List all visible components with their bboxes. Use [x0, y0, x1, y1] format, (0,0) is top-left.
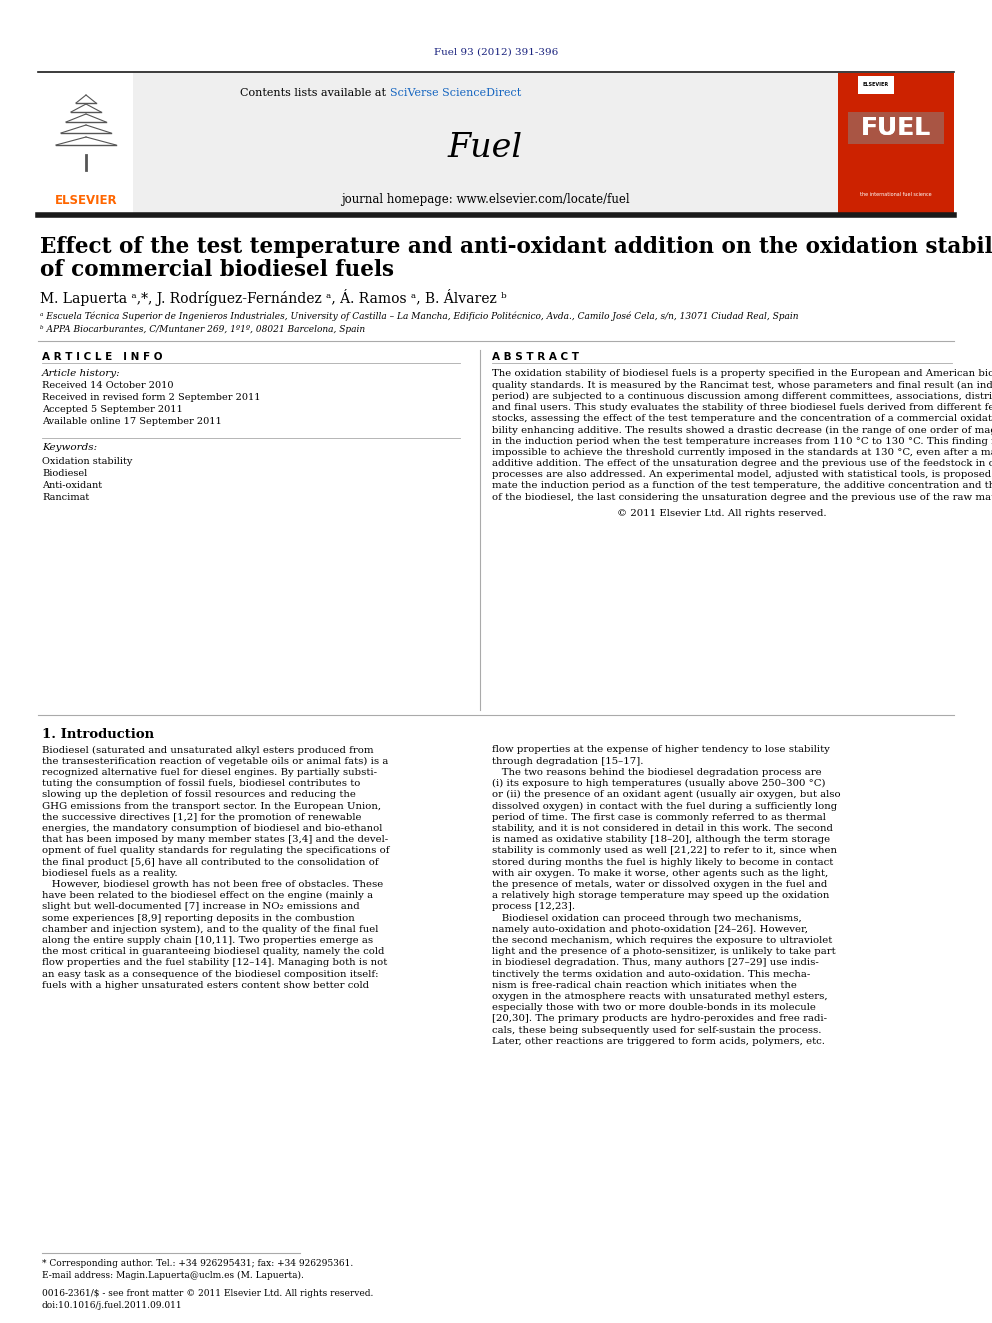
Text: additive addition. The effect of the unsaturation degree and the previous use of: additive addition. The effect of the uns… — [492, 459, 992, 468]
Text: FUEL: FUEL — [861, 116, 931, 140]
Text: the successive directives [1,2] for the promotion of renewable: the successive directives [1,2] for the … — [42, 812, 361, 822]
Text: Available online 17 September 2011: Available online 17 September 2011 — [42, 418, 222, 426]
Text: the second mechanism, which requires the exposure to ultraviolet: the second mechanism, which requires the… — [492, 935, 832, 945]
Text: Contents lists available at: Contents lists available at — [240, 89, 390, 98]
Text: A B S T R A C T: A B S T R A C T — [492, 352, 579, 363]
Text: Accepted 5 September 2011: Accepted 5 September 2011 — [42, 406, 183, 414]
Text: ᵃ Escuela Técnica Superior de Ingenieros Industriales, University of Castilla – : ᵃ Escuela Técnica Superior de Ingenieros… — [40, 311, 799, 320]
Text: Article history:: Article history: — [42, 369, 121, 378]
Text: have been related to the biodiesel effect on the engine (mainly a: have been related to the biodiesel effec… — [42, 890, 373, 900]
Text: A R T I C L E   I N F O: A R T I C L E I N F O — [42, 352, 163, 363]
Text: Received in revised form 2 September 2011: Received in revised form 2 September 201… — [42, 393, 261, 402]
Text: chamber and injection system), and to the quality of the final fuel: chamber and injection system), and to th… — [42, 925, 378, 934]
Text: and final users. This study evaluates the stability of three biodiesel fuels der: and final users. This study evaluates th… — [492, 404, 992, 411]
Text: especially those with two or more double-bonds in its molecule: especially those with two or more double… — [492, 1003, 815, 1012]
Text: Anti-oxidant: Anti-oxidant — [42, 480, 102, 490]
Text: is named as oxidative stability [18–20], although the term storage: is named as oxidative stability [18–20],… — [492, 835, 830, 844]
Text: ELSEVIER: ELSEVIER — [863, 82, 889, 87]
Text: Biodiesel oxidation can proceed through two mechanisms,: Biodiesel oxidation can proceed through … — [492, 913, 802, 922]
Text: [20,30]. The primary products are hydro-peroxides and free radi-: [20,30]. The primary products are hydro-… — [492, 1015, 827, 1023]
Text: doi:10.1016/j.fuel.2011.09.011: doi:10.1016/j.fuel.2011.09.011 — [42, 1302, 183, 1311]
Text: ELSEVIER: ELSEVIER — [55, 193, 117, 206]
Text: in the induction period when the test temperature increases from 110 °C to 130 °: in the induction period when the test te… — [492, 437, 992, 446]
Text: of commercial biodiesel fuels: of commercial biodiesel fuels — [40, 259, 394, 280]
Text: SciVerse ScienceDirect: SciVerse ScienceDirect — [390, 89, 521, 98]
Text: Fuel 93 (2012) 391-396: Fuel 93 (2012) 391-396 — [434, 48, 558, 57]
Text: However, biodiesel growth has not been free of obstacles. These: However, biodiesel growth has not been f… — [42, 880, 383, 889]
Text: Biodiesel: Biodiesel — [42, 468, 87, 478]
Text: impossible to achieve the threshold currently imposed in the standards at 130 °C: impossible to achieve the threshold curr… — [492, 448, 992, 456]
Text: fuels with a higher unsaturated esters content show better cold: fuels with a higher unsaturated esters c… — [42, 980, 369, 990]
Text: cals, these being subsequently used for self-sustain the process.: cals, these being subsequently used for … — [492, 1025, 821, 1035]
Text: stability, and it is not considered in detail in this work. The second: stability, and it is not considered in d… — [492, 824, 833, 833]
Text: nism is free-radical chain reaction which initiates when the: nism is free-radical chain reaction whic… — [492, 980, 797, 990]
Text: slowing up the depletion of fossil resources and reducing the: slowing up the depletion of fossil resou… — [42, 790, 356, 799]
Text: in biodiesel degradation. Thus, many authors [27–29] use indis-: in biodiesel degradation. Thus, many aut… — [492, 958, 818, 967]
Text: stocks, assessing the effect of the test temperature and the concentration of a : stocks, assessing the effect of the test… — [492, 414, 992, 423]
Text: the international fuel science: the international fuel science — [860, 193, 931, 197]
Text: or (ii) the presence of an oxidant agent (usually air oxygen, but also: or (ii) the presence of an oxidant agent… — [492, 790, 840, 799]
Text: stability is commonly used as well [21,22] to refer to it, since when: stability is commonly used as well [21,2… — [492, 847, 837, 855]
Text: The oxidation stability of biodiesel fuels is a property specified in the Europe: The oxidation stability of biodiesel fue… — [492, 369, 992, 378]
Text: Oxidation stability: Oxidation stability — [42, 456, 132, 466]
Text: that has been imposed by many member states [3,4] and the devel-: that has been imposed by many member sta… — [42, 835, 388, 844]
Text: GHG emissions from the transport sector. In the European Union,: GHG emissions from the transport sector.… — [42, 802, 381, 811]
Text: opment of fuel quality standards for regulating the specifications of: opment of fuel quality standards for reg… — [42, 847, 390, 855]
Text: * Corresponding author. Tel.: +34 926295431; fax: +34 926295361.: * Corresponding author. Tel.: +34 926295… — [42, 1258, 353, 1267]
Text: namely auto-oxidation and photo-oxidation [24–26]. However,: namely auto-oxidation and photo-oxidatio… — [492, 925, 808, 934]
Text: period of time. The first case is commonly referred to as thermal: period of time. The first case is common… — [492, 812, 826, 822]
Text: Fuel: Fuel — [447, 132, 523, 164]
Text: tuting the consumption of fossil fuels, biodiesel contributes to: tuting the consumption of fossil fuels, … — [42, 779, 360, 789]
Text: dissolved oxygen) in contact with the fuel during a sufficiently long: dissolved oxygen) in contact with the fu… — [492, 802, 837, 811]
Text: the presence of metals, water or dissolved oxygen in the fuel and: the presence of metals, water or dissolv… — [492, 880, 827, 889]
Text: of the biodiesel, the last considering the unsaturation degree and the previous : of the biodiesel, the last considering t… — [492, 492, 992, 501]
Text: tinctively the terms oxidation and auto-oxidation. This mecha-: tinctively the terms oxidation and auto-… — [492, 970, 810, 979]
Bar — [38, 73, 133, 188]
Text: along the entire supply chain [10,11]. Two properties emerge as: along the entire supply chain [10,11]. T… — [42, 935, 373, 945]
Text: Received 14 October 2010: Received 14 October 2010 — [42, 381, 174, 390]
Text: Rancimat: Rancimat — [42, 492, 89, 501]
Text: © 2011 Elsevier Ltd. All rights reserved.: © 2011 Elsevier Ltd. All rights reserved… — [617, 509, 826, 517]
Text: FUEL: FUEL — [861, 116, 931, 140]
Text: stored during months the fuel is highly likely to become in contact: stored during months the fuel is highly … — [492, 857, 833, 867]
Text: E-mail address: Magin.Lapuerta@uclm.es (M. Lapuerta).: E-mail address: Magin.Lapuerta@uclm.es (… — [42, 1270, 304, 1279]
Text: slight but well-documented [7] increase in NO₂ emissions and: slight but well-documented [7] increase … — [42, 902, 360, 912]
Text: a relatively high storage temperature may speed up the oxidation: a relatively high storage temperature ma… — [492, 892, 829, 900]
Bar — [858, 75, 894, 94]
Text: (i) its exposure to high temperatures (usually above 250–300 °C): (i) its exposure to high temperatures (u… — [492, 779, 825, 789]
Text: mate the induction period as a function of the test temperature, the additive co: mate the induction period as a function … — [492, 482, 992, 491]
Bar — [133, 73, 838, 213]
Text: biodiesel fuels as a reality.: biodiesel fuels as a reality. — [42, 869, 178, 877]
Text: 0016-2361/$ - see front matter © 2011 Elsevier Ltd. All rights reserved.: 0016-2361/$ - see front matter © 2011 El… — [42, 1290, 373, 1298]
Text: Effect of the test temperature and anti-oxidant addition on the oxidation stabil: Effect of the test temperature and anti-… — [40, 235, 992, 258]
Text: flow properties at the expense of higher tendency to lose stability: flow properties at the expense of higher… — [492, 745, 830, 754]
Text: recognized alternative fuel for diesel engines. By partially substi-: recognized alternative fuel for diesel e… — [42, 767, 377, 777]
Text: the final product [5,6] have all contributed to the consolidation of: the final product [5,6] have all contrib… — [42, 857, 379, 867]
Text: some experiences [8,9] reporting deposits in the combustion: some experiences [8,9] reporting deposit… — [42, 913, 355, 922]
Bar — [838, 73, 954, 213]
Text: ᵇ APPA Biocarburantes, C/Muntaner 269, 1º1º, 08021 Barcelona, Spain: ᵇ APPA Biocarburantes, C/Muntaner 269, 1… — [40, 324, 365, 333]
Text: period) are subjected to a continuous discussion among different committees, ass: period) are subjected to a continuous di… — [492, 392, 992, 401]
Text: energies, the mandatory consumption of biodiesel and bio-ethanol: energies, the mandatory consumption of b… — [42, 824, 382, 833]
Text: The two reasons behind the biodiesel degradation process are: The two reasons behind the biodiesel deg… — [492, 767, 821, 777]
Text: with air oxygen. To make it worse, other agents such as the light,: with air oxygen. To make it worse, other… — [492, 869, 828, 877]
Text: quality standards. It is measured by the Rancimat test, whose parameters and fin: quality standards. It is measured by the… — [492, 381, 992, 390]
Text: Biodiesel (saturated and unsaturated alkyl esters produced from: Biodiesel (saturated and unsaturated alk… — [42, 745, 374, 754]
Text: journal homepage: www.elsevier.com/locate/fuel: journal homepage: www.elsevier.com/locat… — [340, 193, 629, 206]
Text: bility enhancing additive. The results showed a drastic decrease (in the range o: bility enhancing additive. The results s… — [492, 426, 992, 434]
Text: M. Lapuerta ᵃ,*, J. Rodríguez-Fernández ᵃ, Á. Ramos ᵃ, B. Álvarez ᵇ: M. Lapuerta ᵃ,*, J. Rodríguez-Fernández … — [40, 290, 507, 307]
Text: the transesterification reaction of vegetable oils or animal fats) is a: the transesterification reaction of vege… — [42, 757, 389, 766]
Text: Keywords:: Keywords: — [42, 443, 97, 452]
Text: process [12,23].: process [12,23]. — [492, 902, 575, 912]
Text: 1. Introduction: 1. Introduction — [42, 728, 154, 741]
Text: the most critical in guaranteeing biodiesel quality, namely the cold: the most critical in guaranteeing biodie… — [42, 947, 384, 957]
Text: through degradation [15–17].: through degradation [15–17]. — [492, 757, 644, 766]
Text: light and the presence of a photo-sensitizer, is unlikely to take part: light and the presence of a photo-sensit… — [492, 947, 835, 957]
Text: flow properties and the fuel stability [12–14]. Managing both is not: flow properties and the fuel stability [… — [42, 958, 387, 967]
Text: an easy task as a consequence of the biodiesel composition itself:: an easy task as a consequence of the bio… — [42, 970, 379, 979]
Text: processes are also addressed. An experimental model, adjusted with statistical t: processes are also addressed. An experim… — [492, 470, 992, 479]
Text: Later, other reactions are triggered to form acids, polymers, etc.: Later, other reactions are triggered to … — [492, 1037, 825, 1045]
Bar — [848, 112, 944, 144]
Text: oxygen in the atmosphere reacts with unsaturated methyl esters,: oxygen in the atmosphere reacts with uns… — [492, 992, 827, 1002]
